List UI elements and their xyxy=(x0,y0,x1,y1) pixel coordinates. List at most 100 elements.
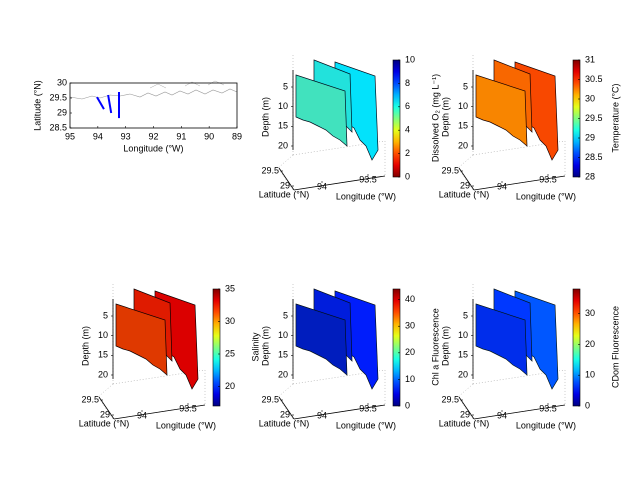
colorbar-label: Chl a Fluorescence xyxy=(430,308,440,386)
z-tick-label: 10 xyxy=(278,101,288,111)
x-axis-label: Longitude (°W) xyxy=(156,420,216,430)
colorbar-tick-label: 30.5 xyxy=(585,74,603,84)
x-tick-label: 94 xyxy=(497,181,507,191)
x-axis-label: Longitude (°W) xyxy=(516,420,576,430)
y-tick-label: 29.5 xyxy=(441,394,459,404)
colorbar-tick-label: 10 xyxy=(405,54,415,64)
colorbar-tick-label: 29.5 xyxy=(585,113,603,123)
colorbar-tick-label: 6 xyxy=(405,101,410,111)
x-tick-label: 93.5 xyxy=(539,403,557,413)
transect-line xyxy=(96,96,105,110)
z-tick-label: 5 xyxy=(463,81,468,91)
colorbar xyxy=(392,288,401,407)
axis-x xyxy=(293,175,386,191)
x-tick-label: 94 xyxy=(317,410,327,420)
colorbar-tick-label: 0 xyxy=(405,400,410,410)
z-tick-label: 15 xyxy=(278,121,288,131)
y-tick-label: 29 xyxy=(280,409,290,419)
y-tick-label: 29 xyxy=(57,107,67,117)
x-tick-label: 95 xyxy=(65,131,75,141)
y-tick-label: 30 xyxy=(57,77,67,87)
z-tick-label: 10 xyxy=(458,330,468,340)
colorbar-label: Dissolved O₂ (mg L⁻¹) xyxy=(430,74,440,162)
z-tick-label: 5 xyxy=(103,310,108,320)
z-tick-label: 15 xyxy=(458,121,468,131)
curtain-shade xyxy=(116,304,167,375)
z-tick-label: 5 xyxy=(463,310,468,320)
y-tick-label: 29.5 xyxy=(81,394,99,404)
x-tick-label: 94 xyxy=(137,410,147,420)
z-tick-label: 10 xyxy=(278,330,288,340)
z-tick-label: 20 xyxy=(458,369,468,379)
y-tick-label: 29 xyxy=(280,180,290,190)
colorbar-tick-label: 31 xyxy=(585,54,595,64)
curtain-shade xyxy=(296,304,347,375)
colorbar-label: CDom Fluorescence xyxy=(610,306,620,388)
curtain-section xyxy=(115,303,168,376)
y-axis-label: Latitude (°N) xyxy=(259,189,310,199)
z-tick-label: 5 xyxy=(283,81,288,91)
x-tick-label: 93.5 xyxy=(359,174,377,184)
x-tick-label: 92 xyxy=(148,131,158,141)
coastline xyxy=(69,88,238,100)
z-tick-label: 10 xyxy=(458,101,468,111)
x-tick-label: 90 xyxy=(204,131,214,141)
axis-y xyxy=(278,396,295,420)
y-tick-label: 29.5 xyxy=(261,165,279,175)
z-axis-label: Depth (m) xyxy=(260,97,270,137)
z-tick-label: 20 xyxy=(278,140,288,150)
axis-y xyxy=(458,167,475,191)
axis-y xyxy=(98,396,115,420)
y-tick-label: 29.5 xyxy=(49,92,67,102)
colorbar-tick-label: 20 xyxy=(225,381,235,391)
colorbar-tick-label: 20 xyxy=(405,347,415,357)
x-tick-label: 94 xyxy=(317,181,327,191)
y-axis-label: Latitude (°N) xyxy=(259,418,310,428)
colorbar-tick-label: 40 xyxy=(405,294,415,304)
x-tick-label: 94 xyxy=(93,131,103,141)
z-tick-label: 5 xyxy=(283,310,288,320)
colorbar-tick-label: 30 xyxy=(405,321,415,331)
colorbar-tick-label: 10 xyxy=(405,374,415,384)
colorbar-tick-label: 0 xyxy=(405,171,410,181)
colorbar-tick-label: 35 xyxy=(225,283,235,293)
axis-x xyxy=(293,404,386,420)
y-tick-label: 29 xyxy=(100,409,110,419)
x-tick-label: 93.5 xyxy=(359,403,377,413)
curtain-shade xyxy=(476,75,527,146)
colorbar xyxy=(212,288,221,407)
axis-x xyxy=(113,404,206,420)
colorbar xyxy=(572,288,581,407)
axis-x xyxy=(473,175,566,191)
z-tick-label: 10 xyxy=(98,330,108,340)
y-axis-label: Latitude (°N) xyxy=(32,80,42,131)
x-tick-label: 93 xyxy=(121,131,131,141)
y-tick-label: 29 xyxy=(460,180,470,190)
x-axis-label: Longitude (°W) xyxy=(336,191,396,201)
z-tick-label: 20 xyxy=(98,369,108,379)
curtain-section xyxy=(295,303,348,376)
z-tick-label: 20 xyxy=(458,140,468,150)
colorbar-tick-label: 10 xyxy=(585,370,595,380)
colorbar-label: Salinity xyxy=(250,332,260,362)
transect-line xyxy=(107,94,113,114)
y-tick-label: 29.5 xyxy=(261,394,279,404)
colorbar-tick-label: 2 xyxy=(405,148,410,158)
curtain-shade xyxy=(476,304,527,375)
colorbar-tick-label: 4 xyxy=(405,125,410,135)
curtain-section xyxy=(295,74,348,147)
z-tick-label: 20 xyxy=(278,369,288,379)
z-tick-label: 15 xyxy=(98,350,108,360)
x-tick-label: 91 xyxy=(176,131,186,141)
x-axis-label: Longitude (°W) xyxy=(336,420,396,430)
colorbar-tick-label: 20 xyxy=(585,339,595,349)
floor-back xyxy=(112,369,206,405)
y-tick-label: 29.5 xyxy=(441,165,459,175)
floor-back xyxy=(292,369,386,405)
colorbar-tick-label: 28.5 xyxy=(585,152,603,162)
colorbar-tick-label: 25 xyxy=(225,348,235,358)
y-tick-label: 28.5 xyxy=(49,122,67,132)
